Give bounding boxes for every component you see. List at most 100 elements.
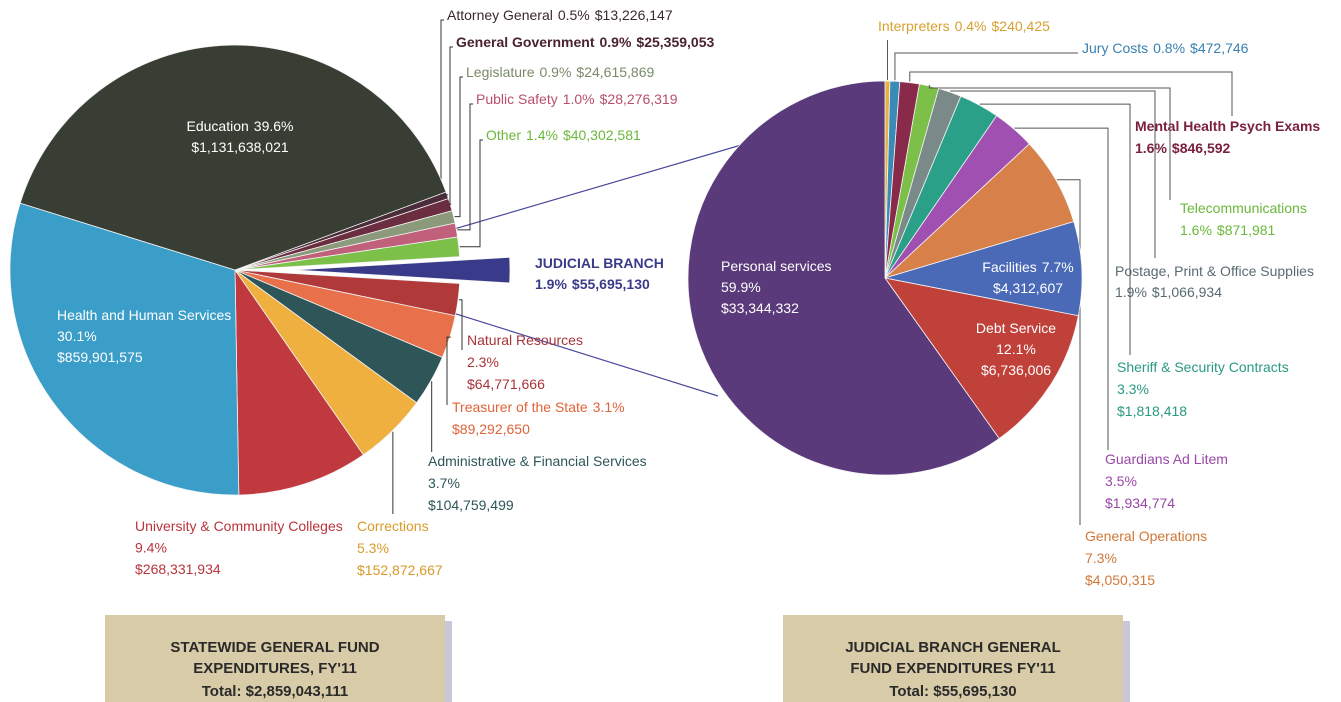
label-categories: Sheriff & Security Contracts	[1117, 359, 1289, 375]
leader-line	[449, 46, 453, 205]
label-categories: Health and Human Services	[57, 307, 231, 323]
slice-label: Legislature 0.9% $24,615,869	[466, 64, 654, 80]
slice-label: JUDICIAL BRANCH 1.9% $55,695,130	[535, 255, 664, 292]
label-value-labels: 1.9%	[1115, 284, 1147, 300]
slice-label: Other 1.4% $40,302,581	[486, 127, 641, 143]
label-categories: Public Safety	[476, 91, 558, 107]
chart-title: JUDICIAL BRANCH GENERAL	[845, 639, 1061, 656]
leader-line	[928, 85, 1171, 200]
label-value-labels: 7.3%	[1085, 550, 1117, 566]
label-categories: Jury Costs	[1082, 40, 1148, 56]
label-value-labels: 30.1%	[57, 328, 97, 344]
chart-title: FUND EXPENDITURES FY'11	[850, 660, 1055, 677]
label-amount-labels: $33,344,332	[721, 300, 799, 316]
chart-title: EXPENDITURES, FY'11	[193, 660, 357, 677]
label-amount-labels: $472,746	[1190, 40, 1249, 56]
label-categories: Corrections	[357, 518, 429, 534]
pie-slice	[9, 202, 240, 496]
label-categories: Education	[187, 118, 249, 134]
label-value-labels: 3.7%	[428, 475, 460, 491]
label-value-labels: 1.6%	[1135, 140, 1167, 156]
label-categories: Interpreters	[878, 18, 950, 34]
slice-label: Treasurer of the State 3.1% $89,292,650	[452, 399, 625, 437]
label-categories: Legislature	[466, 64, 535, 80]
label-categories: Natural Resources	[467, 332, 583, 348]
label-value-labels: 3.3%	[1117, 381, 1149, 397]
label-categories: Administrative & Financial Services	[428, 453, 647, 469]
label-value-labels: 0.9%	[600, 34, 632, 50]
label-amount-labels: $1,066,934	[1152, 284, 1222, 300]
label-amount-labels: $1,131,638,021	[191, 139, 289, 155]
slice-label: Postage, Print & Office Supplies 1.9% $1,0…	[1115, 263, 1314, 300]
label-categories: Mental Health Psych Exams	[1135, 118, 1320, 134]
label-value-labels: 3.1%	[593, 399, 625, 415]
leader-line	[457, 103, 473, 231]
leader-line	[1056, 179, 1081, 525]
slice-label: Corrections 5.3% $152,872,667	[357, 518, 443, 578]
slice-label: Health and Human Services 30.1% $859,901,5…	[57, 307, 231, 365]
label-amount-labels: $240,425	[992, 18, 1051, 34]
label-value-labels: 1.6%	[1180, 222, 1212, 238]
pie-slice	[19, 44, 447, 271]
label-amount-labels: $1,818,418	[1117, 403, 1187, 419]
leader-line	[979, 103, 1131, 355]
slice-label: University & Community Colleges 9.4% $268,…	[135, 518, 343, 577]
leader-line	[894, 52, 1078, 81]
label-amount-labels: $40,302,581	[563, 127, 641, 143]
label-categories: JUDICIAL BRANCH	[535, 255, 664, 271]
label-value-labels: 5.3%	[357, 540, 389, 556]
label-amount-labels: $24,615,869	[576, 64, 654, 80]
label-amount-labels: $55,695,130	[572, 276, 650, 292]
slice-label: Telecommunications 1.6% $871,981	[1180, 200, 1307, 238]
label-amount-labels: $846,592	[1172, 140, 1231, 156]
label-value-labels: 0.8%	[1153, 40, 1185, 56]
label-categories: Other	[486, 127, 521, 143]
label-categories: University & Community Colleges	[135, 518, 343, 534]
slice-label: Education 39.6% $1,131,638,021	[187, 118, 294, 155]
label-amount-labels: $13,226,147	[595, 7, 673, 23]
label-value-labels: 3.5%	[1105, 473, 1137, 489]
label-categories: Postage, Print & Office Supplies	[1115, 263, 1314, 279]
slice-label: Debt Service 12.1% $6,736,006	[976, 320, 1056, 378]
leader-line	[1014, 127, 1109, 450]
slice-label: Mental Health Psych Exams 1.6% $846,592	[1135, 118, 1320, 156]
label-value-labels: 0.9%	[540, 64, 572, 80]
pie-slice	[294, 256, 511, 284]
label-categories: Treasurer of the State	[452, 399, 588, 415]
slice-label: Administrative & Financial Services 3.7% $…	[428, 453, 647, 513]
label-categories: Debt Service	[976, 320, 1056, 336]
leader-line	[446, 336, 451, 405]
label-categories: General Operations	[1085, 528, 1207, 544]
label-amount-labels: $6,736,006	[981, 362, 1051, 378]
label-amount-labels: $104,759,499	[428, 497, 514, 513]
leader-line	[454, 76, 463, 218]
label-value-labels: 1.4%	[526, 127, 558, 143]
chart-total: Total: $2,859,043,111	[202, 683, 349, 700]
label-value-labels: 1.0%	[563, 91, 595, 107]
label-categories: Guardians Ad Litem	[1105, 451, 1228, 467]
leader-line	[950, 90, 1156, 258]
label-amount-labels: $4,312,607	[993, 280, 1063, 296]
label-amount-labels: $89,292,650	[452, 421, 530, 437]
label-amount-labels: $1,934,774	[1105, 495, 1175, 511]
label-value-labels: 39.6%	[254, 118, 294, 134]
label-amount-labels: $268,331,934	[135, 561, 221, 577]
pie-slice	[884, 277, 1079, 440]
label-amount-labels: $64,771,666	[467, 376, 545, 392]
leader-line	[459, 299, 463, 350]
label-categories: Personal services	[721, 258, 832, 274]
slice-label: Attorney General 0.5% $13,226,147	[447, 7, 673, 23]
label-categories: Telecommunications	[1180, 200, 1307, 216]
pie-slice	[234, 268, 364, 496]
label-categories: Attorney General	[447, 7, 553, 23]
slice-label: Facilities 7.7% $4,312,607	[982, 259, 1073, 296]
label-value-labels: 1.9%	[535, 276, 567, 292]
label-value-labels: 9.4%	[135, 540, 167, 556]
label-categories: General Government	[456, 34, 595, 50]
label-value-labels: 7.7%	[1042, 259, 1074, 275]
leader-line	[909, 71, 1233, 116]
slice-label: Natural Resources 2.3% $64,771,666	[467, 332, 583, 392]
label-amount-labels: $871,981	[1217, 222, 1276, 238]
leader-line	[440, 19, 449, 196]
